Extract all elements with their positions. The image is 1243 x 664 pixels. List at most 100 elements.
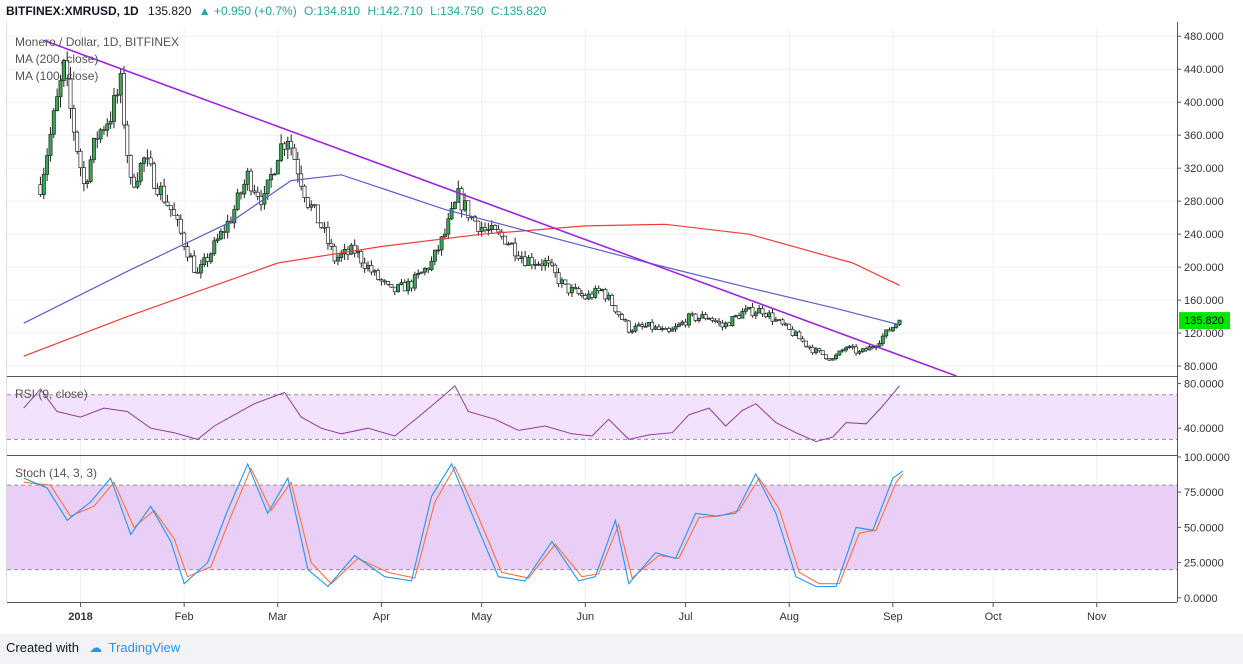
- candle-body: [158, 185, 163, 195]
- symbol-label: BITFINEX:XMRUSD, 1D: [6, 4, 139, 18]
- y-tick-label: 80.000: [1184, 361, 1218, 373]
- candle-body: [376, 270, 381, 280]
- last-price-tag-label: 135.820: [1184, 315, 1224, 327]
- candle-body: [439, 236, 444, 251]
- x-tick-label: May: [471, 611, 492, 623]
- candle-body: [686, 313, 691, 326]
- candle-body: [707, 317, 711, 320]
- candle-body: [840, 349, 845, 352]
- candle-body: [466, 200, 471, 219]
- candle-body: [580, 293, 584, 296]
- candle-body: [275, 160, 280, 175]
- y-tick-label: 480.000: [1184, 31, 1224, 43]
- tradingview-brand[interactable]: TradingView: [108, 640, 181, 655]
- candle-body: [486, 229, 491, 231]
- candle-body: [319, 222, 324, 228]
- candles: [38, 51, 902, 362]
- candle-body: [352, 244, 357, 254]
- candle-body: [834, 354, 838, 359]
- candle-body: [563, 279, 568, 285]
- candle-body: [215, 238, 220, 242]
- candle-body: [148, 157, 153, 165]
- candle-body: [683, 321, 688, 326]
- candle-body: [897, 319, 902, 325]
- trend-line[interactable]: [43, 39, 957, 377]
- candle-body: [68, 77, 73, 109]
- candle-body: [526, 257, 531, 267]
- candle-body: [887, 329, 892, 332]
- candle-body: [603, 289, 608, 300]
- candle-body: [412, 274, 417, 289]
- candle-body: [426, 268, 431, 271]
- candle-body: [51, 110, 56, 135]
- candle-body: [198, 264, 203, 274]
- candle-body: [700, 314, 705, 319]
- candle-body: [569, 287, 574, 294]
- candle-body: [399, 282, 404, 285]
- candle-body: [145, 157, 150, 160]
- candle-body: [797, 331, 802, 340]
- ma200-legend[interactable]: MA (200, close): [15, 52, 98, 66]
- candle-body: [506, 243, 511, 246]
- candle-body: [673, 326, 678, 330]
- candle-body: [463, 200, 467, 211]
- candle-body: [717, 321, 721, 324]
- candle-body: [610, 294, 615, 306]
- candle-body: [827, 358, 832, 361]
- candle-body: [235, 192, 240, 210]
- candle-body: [623, 319, 628, 322]
- candle-body: [282, 143, 287, 150]
- candle-body: [135, 180, 140, 188]
- candle-body: [272, 173, 277, 176]
- candle-body: [880, 335, 885, 344]
- candle-body: [45, 155, 50, 175]
- low-value: L:134.750: [430, 4, 484, 18]
- candle-body: [419, 271, 424, 274]
- candle-body: [322, 226, 327, 229]
- candle-body: [479, 227, 484, 232]
- stoch-band: [7, 485, 1177, 570]
- candle-body: [824, 354, 828, 360]
- main-pane[interactable]: [7, 28, 1177, 376]
- stoch-d-line: [23, 465, 904, 585]
- candle-body: [586, 293, 591, 300]
- candle-body: [656, 326, 661, 330]
- candle-body: [269, 174, 274, 181]
- price-chart[interactable]: 480.000 440.000 400.000 360.000 320.000 280.0…: [0, 22, 1243, 634]
- candle-body: [335, 257, 340, 262]
- x-tick-label: Jun: [576, 611, 594, 623]
- candle-body: [606, 294, 611, 300]
- candle-body: [767, 312, 772, 318]
- candle-body: [620, 314, 625, 320]
- candle-body: [329, 243, 334, 247]
- candle-body: [710, 317, 715, 321]
- candle-body: [456, 188, 461, 203]
- rsi-legend[interactable]: RSI (9, close): [15, 387, 88, 401]
- stoch-legend[interactable]: Stoch (14, 3, 3): [15, 466, 97, 480]
- candle-body: [476, 220, 481, 232]
- candle-body: [737, 315, 742, 319]
- candle-body: [95, 137, 100, 140]
- candle-body: [820, 350, 825, 356]
- candle-body: [212, 240, 217, 255]
- candle-body: [91, 137, 96, 161]
- candle-body: [302, 185, 307, 198]
- candle-body: [616, 311, 621, 316]
- candle-body: [142, 157, 147, 164]
- candle-body: [289, 140, 294, 149]
- candle-body: [703, 314, 708, 320]
- stoch-tick-label: 50.0000: [1184, 522, 1224, 534]
- candle-body: [55, 96, 60, 112]
- candle-body: [279, 143, 284, 161]
- stoch-tick-label: 0.0000: [1184, 593, 1218, 605]
- candle-body: [71, 108, 76, 133]
- last-price-tag: [1179, 312, 1230, 330]
- candle-body: [315, 204, 320, 224]
- candle-body: [803, 340, 808, 347]
- candle-body: [309, 204, 314, 208]
- candle-body: [730, 316, 735, 327]
- candle-body: [636, 324, 641, 327]
- ma100-legend[interactable]: MA (100, close): [15, 69, 98, 83]
- candle-body: [483, 227, 487, 231]
- candle-body: [496, 229, 501, 233]
